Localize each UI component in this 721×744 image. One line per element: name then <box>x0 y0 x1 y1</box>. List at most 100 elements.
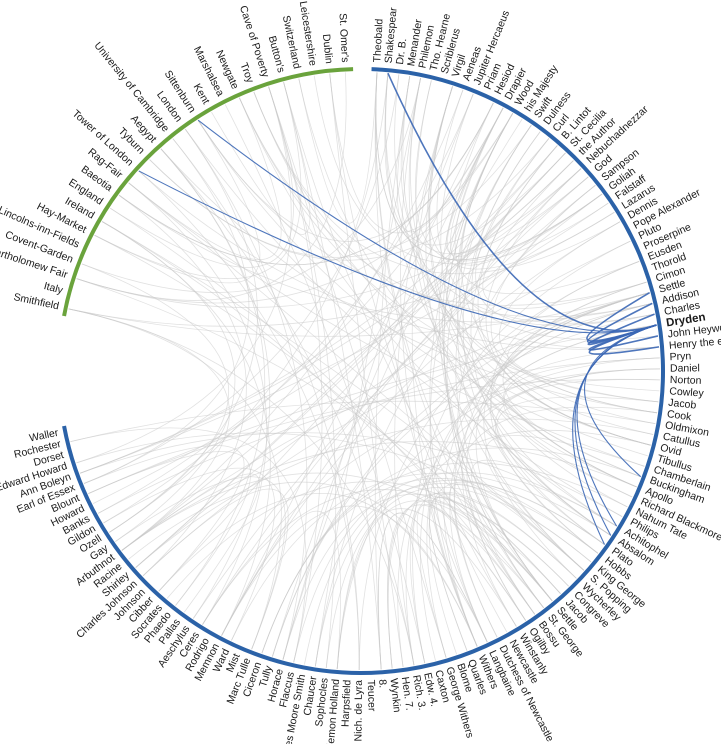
link <box>375 72 603 261</box>
link <box>94 82 302 280</box>
link <box>427 86 615 270</box>
link <box>466 324 657 621</box>
link <box>68 292 650 337</box>
link <box>329 73 404 668</box>
link <box>184 128 308 660</box>
person-label-0[interactable]: Theobald <box>371 18 385 63</box>
link <box>101 221 527 621</box>
link <box>412 240 631 664</box>
link <box>68 211 615 327</box>
link <box>81 77 421 293</box>
link <box>109 128 258 533</box>
link <box>103 93 474 524</box>
link <box>76 168 582 308</box>
link <box>239 97 617 527</box>
link <box>121 441 637 551</box>
place-label-146[interactable]: Dublin <box>320 33 335 64</box>
link <box>211 82 311 235</box>
link <box>502 346 660 498</box>
place-label-147[interactable]: St. Omer's <box>336 13 351 63</box>
link <box>253 91 621 275</box>
link <box>221 102 494 636</box>
link <box>70 400 656 443</box>
link <box>221 510 342 670</box>
link <box>94 234 544 609</box>
person-label-82[interactable]: 8. <box>376 679 389 689</box>
person-label-84[interactable]: Nich. de Lyra <box>353 680 365 742</box>
link <box>68 308 282 650</box>
group-arcs <box>62 67 665 675</box>
link <box>184 128 623 517</box>
link <box>202 489 561 625</box>
link <box>121 89 464 551</box>
link <box>239 97 653 318</box>
person-label-48[interactable]: Ovid <box>659 442 683 459</box>
link <box>496 396 659 536</box>
person-label-39[interactable]: Henry the eighth <box>668 334 721 352</box>
person-label-42[interactable]: Norton <box>670 374 702 387</box>
link <box>455 113 617 527</box>
person-label-87[interactable]: Sophocles <box>313 677 331 727</box>
person-label-45[interactable]: Cook <box>666 408 693 423</box>
link <box>268 86 447 658</box>
link <box>298 78 641 478</box>
link <box>268 86 323 663</box>
people-group-arc <box>62 67 665 675</box>
link <box>329 73 514 234</box>
person-label-44[interactable]: Jacob <box>668 397 697 412</box>
link <box>394 86 453 666</box>
link <box>83 445 245 592</box>
link <box>110 86 294 268</box>
link <box>482 160 647 309</box>
person-label-86[interactable]: Philemon Holland <box>324 678 343 744</box>
link <box>504 357 660 488</box>
link <box>83 74 400 484</box>
link <box>282 93 474 660</box>
person-label-2[interactable]: Dr. B. <box>394 38 409 66</box>
person-label-43[interactable]: Cowley <box>669 385 705 399</box>
person-label-41[interactable]: Daniel <box>670 362 700 374</box>
link <box>282 118 523 660</box>
places-group-arc <box>62 67 354 317</box>
person-label-83[interactable]: Teucer <box>365 680 378 712</box>
link <box>118 194 247 577</box>
link <box>70 427 307 663</box>
link <box>387 500 553 669</box>
link <box>494 379 660 545</box>
person-label-1[interactable]: Shakespear <box>383 6 400 63</box>
link <box>329 73 517 627</box>
person-label-40[interactable]: Pryn <box>669 350 691 363</box>
link <box>101 221 236 542</box>
highlighted-links-group <box>138 72 660 545</box>
link <box>88 324 657 495</box>
link <box>314 168 582 667</box>
person-label-81[interactable]: Wynkin <box>387 678 403 714</box>
link <box>268 86 337 669</box>
link <box>79 432 617 527</box>
link <box>429 113 514 643</box>
link <box>483 281 647 579</box>
link <box>400 77 478 647</box>
link <box>101 221 585 571</box>
link <box>387 492 577 669</box>
link <box>502 292 650 478</box>
link <box>192 193 603 619</box>
person-label-85[interactable]: Harpsfield <box>339 679 353 727</box>
place-label-141[interactable]: Troy <box>237 61 256 85</box>
link <box>378 512 488 670</box>
link <box>79 202 609 474</box>
link <box>314 77 421 667</box>
link <box>471 459 623 602</box>
link <box>166 481 569 599</box>
link <box>160 148 266 606</box>
place-label-123[interactable]: Italy <box>42 280 64 297</box>
link <box>160 148 658 414</box>
link <box>448 483 585 633</box>
link <box>374 72 488 643</box>
link <box>121 472 544 609</box>
person-label-80[interactable]: Hen. 7. <box>399 676 416 711</box>
link <box>128 182 585 571</box>
link <box>128 97 282 260</box>
person-label-121[interactable]: Waller <box>28 427 60 445</box>
